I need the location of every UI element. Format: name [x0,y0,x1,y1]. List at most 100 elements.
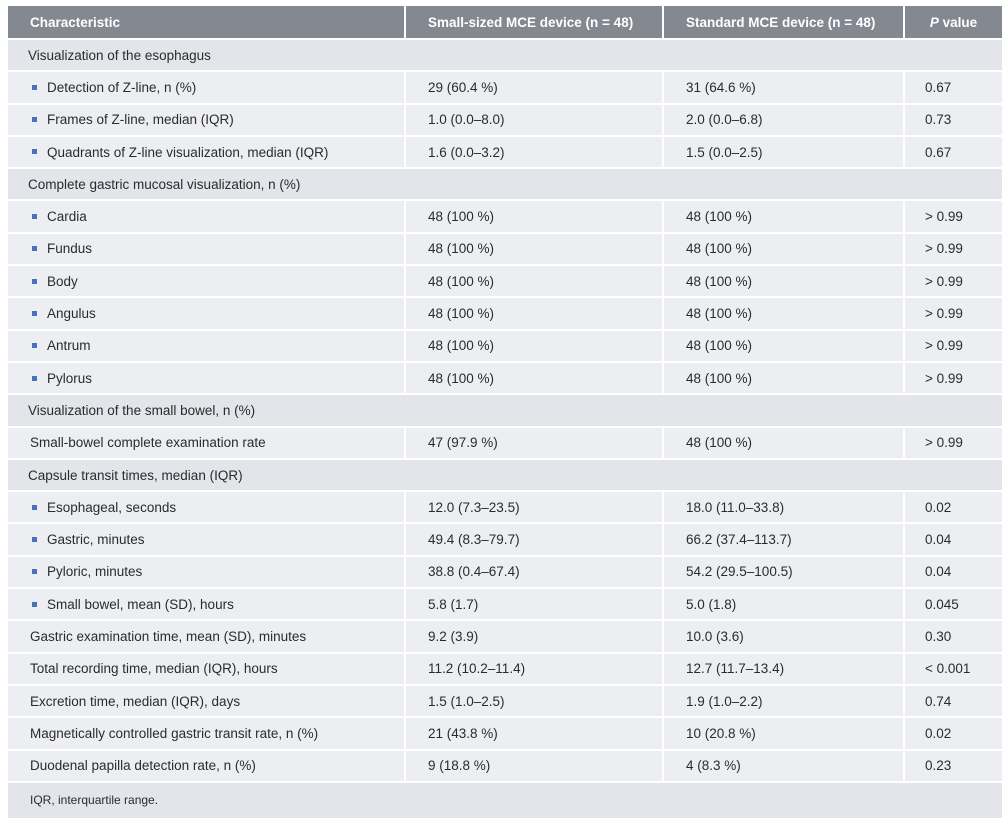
table-row: Antrum 48 (100 %) 48 (100 %) > 0.99 [8,328,1002,362]
row-label: Duodenal papilla detection rate, n (%) [30,758,256,774]
standard-device-value: 10.0 (3.6) [663,619,905,653]
table-row: Esophageal, seconds 12.0 (7.3–23.5) 18.0 (… [8,490,1002,524]
table-row: Total recording time, median (IQR), hour… [8,651,1002,685]
header-small-device: Small-sized MCE device (n = 48) [405,6,664,39]
table-row: Detection of Z-line, n (%) 29 (60.4 %) 31 … [8,70,1002,104]
standard-device-value: 66.2 (37.4–113.7) [663,522,905,556]
small-device-value: 48 (100 %) [405,360,664,395]
header-characteristic: Characteristic [8,6,406,39]
header-p-suffix: value [938,14,978,30]
row-label-cell: Cardia [8,199,406,233]
header-p-value: P value [904,6,1002,39]
table-row: Gastric examination time, mean (SD), min… [8,619,1002,653]
small-device-value: 12.0 (7.3–23.5) [405,490,664,524]
row-label: Excretion time, median (IQR), days [30,693,241,709]
standard-device-value: 54.2 (29.5–100.5) [663,554,905,589]
row-label: Pylorus [47,370,93,386]
section-label: Visualization of the small bowel, n (%) [8,393,1002,427]
row-label: Cardia [47,209,87,225]
section-row: Visualization of the small bowel, n (%) [8,393,1002,427]
table-row: Cardia 48 (100 %) 48 (100 %) > 0.99 [8,199,1002,233]
row-label: Pyloric, minutes [47,564,143,580]
small-device-value: 1.5 (1.0–2.5) [405,683,664,718]
small-device-value: 48 (100 %) [405,231,664,266]
row-label-cell: Esophageal, seconds [8,490,406,524]
table-row: Duodenal papilla detection rate, n (%) 9 … [8,748,1002,781]
p-value: 0.67 [904,134,1002,169]
small-device-value: 47 (97.9 %) [405,425,664,459]
table-row: Angulus 48 (100 %) 48 (100 %) > 0.99 [8,296,1002,330]
row-label-cell: Body [8,264,406,298]
small-device-value: 21 (43.8 %) [405,716,664,750]
row-label-cell: Gastric examination time, mean (SD), min… [8,619,406,653]
table-header-row: Characteristic Small-sized MCE device (n… [8,6,1002,39]
table-row: Pyloric, minutes 38.8 (0.4–67.4) 54.2 (29.… [8,554,1002,589]
small-device-value: 9 (18.8 %) [405,748,664,781]
table-row: Excretion time, median (IQR), days 1.5 (1… [8,683,1002,718]
header-standard-device: Standard MCE device (n = 48) [663,6,905,39]
p-value: 0.30 [904,619,1002,653]
row-label-cell: Magnetically controlled gastric transit … [8,716,406,750]
p-value: > 0.99 [904,199,1002,233]
standard-device-value: 48 (100 %) [663,296,905,330]
row-label: Detection of Z-line, n (%) [47,79,197,95]
p-value: > 0.99 [904,360,1002,395]
row-label-cell: Duodenal papilla detection rate, n (%) [8,748,406,781]
row-label: Quadrants of Z-line visualization, media… [47,144,329,160]
table-footnote: IQR, interquartile range. [8,782,1002,818]
standard-device-value: 1.9 (1.0–2.2) [663,683,905,718]
section-row: Visualization of the esophagus [8,37,1002,72]
row-label: Total recording time, median (IQR), hour… [30,661,278,677]
row-label-cell: Angulus [8,296,406,330]
section-label: Visualization of the esophagus [8,37,1002,72]
bullet-square-icon [32,343,37,349]
bullet-square-icon [32,601,37,607]
standard-device-value: 18.0 (11.0–33.8) [663,490,905,524]
table-row: Small-bowel complete examination rate 47 … [8,425,1002,459]
standard-device-value: 48 (100 %) [663,199,905,233]
small-device-value: 49.4 (8.3–79.7) [405,522,664,556]
bullet-square-icon [32,84,37,90]
bullet-square-icon [32,278,37,284]
row-label: Gastric examination time, mean (SD), min… [30,628,307,644]
standard-device-value: 2.0 (0.0–6.8) [663,102,905,136]
standard-device-value: 12.7 (11.7–13.4) [663,651,905,685]
row-label: Small bowel, mean (SD), hours [47,596,234,612]
p-value: 0.045 [904,587,1002,621]
standard-device-value: 48 (100 %) [663,231,905,266]
p-value: 0.04 [904,554,1002,589]
bullet-square-icon [32,149,37,155]
bullet-square-icon [32,569,37,575]
small-device-value: 1.6 (0.0–3.2) [405,134,664,169]
bullet-square-icon [32,537,37,543]
bullet-square-icon [32,375,37,381]
p-value: > 0.99 [904,425,1002,459]
small-device-value: 48 (100 %) [405,296,664,330]
small-device-value: 48 (100 %) [405,328,664,362]
row-label: Magnetically controlled gastric transit … [30,725,319,741]
small-device-value: 11.2 (10.2–11.4) [405,651,664,685]
standard-device-value: 10 (20.8 %) [663,716,905,750]
standard-device-value: 48 (100 %) [663,360,905,395]
section-row: Complete gastric mucosal visualization, … [8,167,1002,201]
row-label: Frames of Z-line, median (IQR) [47,112,234,128]
bullet-square-icon [32,504,37,510]
section-label: Complete gastric mucosal visualization, … [8,167,1002,201]
table-row: Quadrants of Z-line visualization, media… [8,134,1002,169]
results-table-container: Characteristic Small-sized MCE device (n… [8,6,1002,818]
section-row: Capsule transit times, median (IQR) [8,457,1002,492]
results-table: Characteristic Small-sized MCE device (n… [8,6,1002,781]
bullet-square-icon [32,117,37,123]
p-value: 0.04 [904,522,1002,556]
row-label-cell: Gastric, minutes [8,522,406,556]
row-label-cell: Pylorus [8,360,406,395]
table-row: Frames of Z-line, median (IQR) 1.0 (0.0–8… [8,102,1002,136]
small-device-value: 1.0 (0.0–8.0) [405,102,664,136]
table-row: Fundus 48 (100 %) 48 (100 %) > 0.99 [8,231,1002,266]
row-label: Small-bowel complete examination rate [30,435,266,451]
p-value: > 0.99 [904,328,1002,362]
row-label: Fundus [47,241,93,257]
standard-device-value: 48 (100 %) [663,425,905,459]
p-value: > 0.99 [904,296,1002,330]
header-p-letter: P [929,14,939,30]
